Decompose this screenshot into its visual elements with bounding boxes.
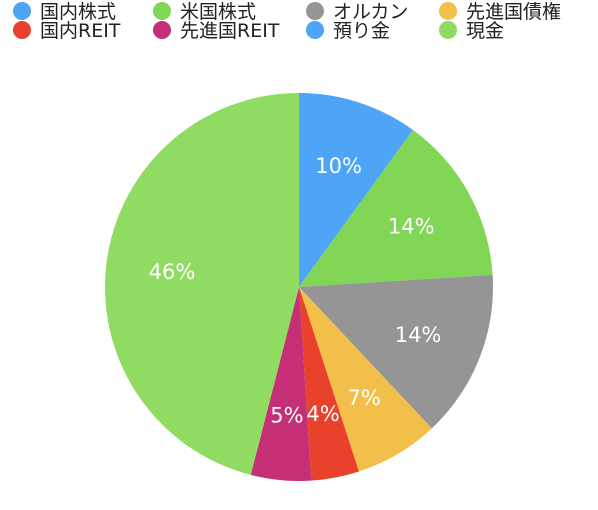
- legend-label: 米国株式: [180, 1, 256, 23]
- pie-slice: [299, 287, 432, 472]
- legend-label: 現金: [466, 20, 504, 42]
- legend-swatch: [306, 2, 324, 20]
- legend-swatch: [306, 21, 324, 39]
- pie-slice: [299, 130, 493, 287]
- slice-label: 10%: [315, 154, 362, 178]
- legend-label: 国内REIT: [40, 20, 121, 42]
- legend-label: 国内株式: [40, 1, 116, 23]
- slice-label: 7%: [348, 386, 381, 410]
- pie-slice: [299, 93, 414, 287]
- legend-swatch: [439, 2, 457, 20]
- legend-label: 先進国REIT: [180, 20, 280, 42]
- legend-swatch: [13, 2, 31, 20]
- legend-label: 預り金: [333, 20, 390, 42]
- legend-label: 先進国債権: [466, 1, 561, 23]
- pie-slice: [105, 92, 300, 475]
- pie-slice: [299, 274, 493, 429]
- slice-label: 46%: [149, 260, 196, 284]
- slice-label: 4%: [306, 402, 339, 426]
- slice-label: 14%: [395, 323, 442, 347]
- legend-swatch: [153, 21, 171, 39]
- legend-swatch: [439, 21, 457, 39]
- slice-label: 14%: [388, 214, 435, 238]
- slice-labels: 10% 14% 14% 7% 4%5% 46%: [149, 154, 442, 427]
- legend-swatch: [13, 21, 31, 39]
- pie-slice: [250, 287, 312, 481]
- pie-slices: [105, 92, 493, 481]
- legend-label: オルカン: [333, 1, 408, 23]
- pie-slice: [299, 287, 359, 481]
- slice-label: 5%: [270, 403, 303, 427]
- legend-swatch: [153, 2, 171, 20]
